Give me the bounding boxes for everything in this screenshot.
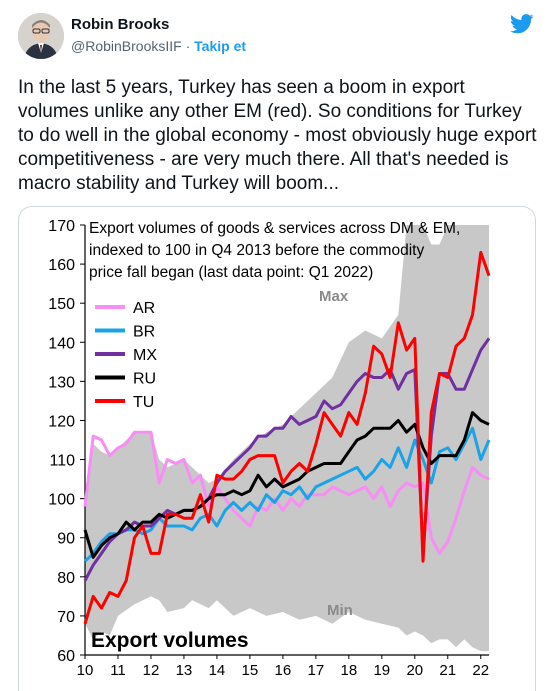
x-tick-label: 20 (406, 662, 423, 679)
y-tick-label: 120 (48, 413, 75, 430)
x-tick-label: 13 (176, 662, 193, 679)
series-line-tu (83, 250, 491, 625)
twitter-bird-icon[interactable] (510, 13, 534, 35)
chart-card[interactable]: 60 70 80 90 100 110 120 130 140 150 160 170 10 11 12 13… (18, 206, 536, 691)
y-tick-label: 80 (57, 570, 75, 587)
x-tick-label: 10 (77, 662, 94, 679)
tweet-text: In the last 5 years, Turkey has seen a b… (18, 77, 537, 194)
band-label-max: Max (319, 288, 349, 305)
x-tick-label: 21 (439, 662, 456, 679)
y-tick-label: 160 (48, 257, 75, 274)
x-tick-label: 11 (110, 662, 126, 679)
avatar-portrait (18, 13, 64, 59)
x-tick-label: 18 (340, 662, 357, 679)
handle-row: @RobinBrooksIIF · Takip et (71, 38, 246, 54)
x-tick-label: 15 (242, 662, 259, 679)
chart-title-line: indexed to 100 in Q4 2013 before the com… (89, 242, 424, 259)
x-tick-label: 22 (472, 662, 489, 679)
follow-button[interactable]: Takip et (194, 38, 247, 54)
y-tick-label: 100 (48, 492, 75, 509)
y-tick-label: 150 (48, 296, 75, 313)
author-name[interactable]: Robin Brooks (71, 16, 170, 33)
legend-label-ar: AR (133, 300, 155, 317)
x-tick-label: 12 (143, 662, 160, 679)
y-tick-label: 170 (48, 218, 75, 235)
legend-label-ru: RU (133, 371, 156, 388)
export-volumes-chart: 60 70 80 90 100 110 120 130 140 150 160 170 10 11 12 13… (48, 218, 491, 679)
y-tick-label: 140 (48, 335, 75, 352)
y-tick-label: 70 (57, 609, 75, 626)
y-tick-label: 130 (48, 374, 75, 391)
min-max-band (85, 225, 489, 652)
avatar[interactable] (18, 13, 64, 59)
x-tick-label: 16 (275, 662, 292, 679)
x-tick-label: 14 (209, 662, 226, 679)
chart-title-line: Export volumes of goods & services acros… (89, 220, 460, 237)
chart-title-line: price fall began (last data point: Q1 20… (89, 264, 373, 281)
legend-label-br: BR (133, 324, 155, 341)
legend-label-mx: MX (133, 347, 157, 364)
y-tick-label: 90 (57, 531, 75, 548)
y-tick-label: 110 (49, 453, 75, 470)
y-tick-label: 60 (57, 648, 75, 665)
series-line-ru (83, 411, 490, 559)
band-label-min: Min (327, 602, 353, 619)
author-handle[interactable]: @RobinBrooksIIF (71, 38, 182, 54)
x-tick-label: 19 (373, 662, 390, 679)
corner-label: Export volumes (91, 629, 249, 652)
separator: · (185, 38, 191, 54)
series-line-br (83, 426, 491, 563)
legend-label-tu: TU (133, 394, 154, 411)
x-tick-label: 17 (308, 662, 325, 679)
